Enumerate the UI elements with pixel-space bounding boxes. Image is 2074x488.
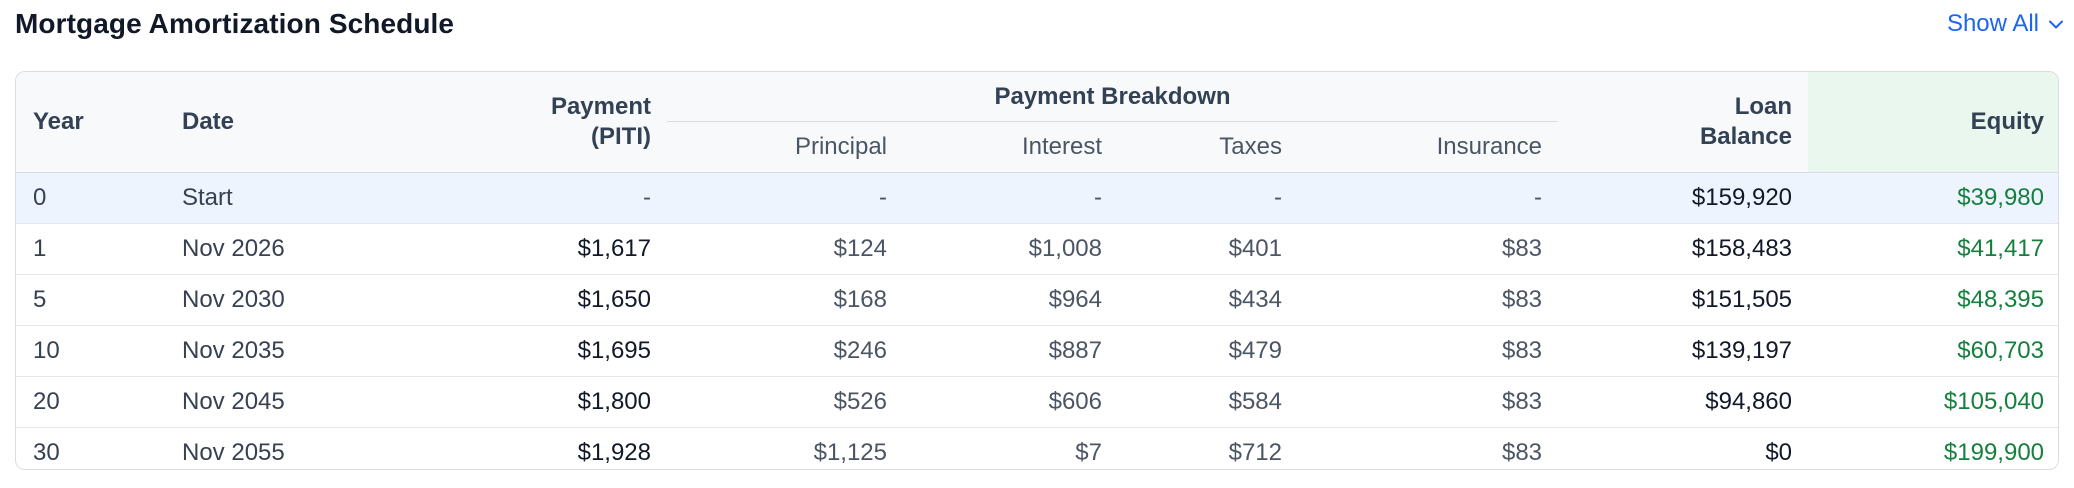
cell-taxes: $584 bbox=[1118, 376, 1298, 428]
col-header-payment-line1: Payment bbox=[550, 93, 651, 120]
cell-principal: $526 bbox=[667, 376, 903, 428]
table-row: 1 Nov 2026 $1,617 $124 $1,008 $401 $83 $… bbox=[16, 223, 2058, 275]
col-header-principal: Principal bbox=[667, 122, 903, 173]
page-title: Mortgage Amortization Schedule bbox=[15, 8, 455, 39]
cell-payment: $1,695 bbox=[382, 325, 667, 377]
cell-insurance: $83 bbox=[1298, 274, 1559, 326]
cell-year: 20 bbox=[16, 376, 182, 428]
table-row: 0 Start - - - - - $159,920 $39,980 bbox=[16, 172, 2058, 224]
cell-year: 10 bbox=[16, 325, 182, 377]
cell-interest: $7 bbox=[903, 427, 1118, 469]
cell-balance: $94,860 bbox=[1558, 376, 1809, 428]
col-header-date: Date bbox=[182, 72, 382, 173]
cell-principal: $168 bbox=[667, 274, 903, 326]
show-all-button[interactable]: Show All bbox=[1947, 10, 2063, 38]
cell-year: 0 bbox=[16, 172, 182, 224]
cell-principal: - bbox=[667, 172, 903, 224]
cell-date: Nov 2030 bbox=[182, 274, 382, 326]
cell-balance: $159,920 bbox=[1558, 172, 1809, 224]
cell-taxes: $434 bbox=[1118, 274, 1298, 326]
cell-insurance: $83 bbox=[1298, 376, 1559, 428]
cell-equity: $39,980 bbox=[1808, 172, 2058, 224]
cell-year: 1 bbox=[16, 223, 182, 275]
cell-principal: $246 bbox=[667, 325, 903, 377]
col-header-insurance: Insurance bbox=[1298, 122, 1559, 173]
cell-payment: $1,650 bbox=[382, 274, 667, 326]
cell-insurance: $83 bbox=[1298, 223, 1559, 275]
cell-equity: $105,040 bbox=[1808, 376, 2058, 428]
cell-balance: $139,197 bbox=[1558, 325, 1809, 377]
cell-date: Nov 2045 bbox=[182, 376, 382, 428]
show-all-label: Show All bbox=[1946, 10, 2039, 37]
cell-balance: $151,505 bbox=[1558, 274, 1809, 326]
cell-interest: $606 bbox=[903, 376, 1118, 428]
cell-year: 30 bbox=[16, 427, 182, 469]
col-header-loan-balance: Loan Balance bbox=[1558, 72, 1809, 173]
col-header-payment: Payment (PITI) bbox=[382, 72, 667, 173]
cell-taxes: - bbox=[1118, 172, 1298, 224]
cell-interest: $1,008 bbox=[903, 223, 1118, 275]
cell-insurance: $83 bbox=[1298, 427, 1559, 469]
table-row: 5 Nov 2030 $1,650 $168 $964 $434 $83 $15… bbox=[16, 274, 2058, 326]
col-header-balance-line2: Balance bbox=[1699, 123, 1793, 150]
col-header-balance-line1: Loan bbox=[1734, 93, 1793, 120]
col-header-year: Year bbox=[16, 72, 182, 173]
cell-equity: $41,417 bbox=[1808, 223, 2058, 275]
cell-year: 5 bbox=[16, 274, 182, 326]
cell-insurance: - bbox=[1298, 172, 1559, 224]
cell-payment: $1,617 bbox=[382, 223, 667, 275]
amortization-table: Year Date Payment (PITI) Payment Breakdo… bbox=[16, 72, 2058, 469]
cell-payment: $1,800 bbox=[382, 376, 667, 428]
cell-equity: $199,900 bbox=[1808, 427, 2058, 469]
cell-taxes: $712 bbox=[1118, 427, 1298, 469]
schedule-table-card: Year Date Payment (PITI) Payment Breakdo… bbox=[15, 71, 2059, 470]
cell-interest: - bbox=[903, 172, 1118, 224]
cell-date: Nov 2035 bbox=[182, 325, 382, 377]
col-header-payment-breakdown: Payment Breakdown bbox=[667, 72, 1559, 122]
col-header-interest: Interest bbox=[903, 122, 1118, 173]
cell-date: Nov 2026 bbox=[182, 223, 382, 275]
cell-equity: $60,703 bbox=[1808, 325, 2058, 377]
cell-payment: - bbox=[382, 172, 667, 224]
cell-insurance: $83 bbox=[1298, 325, 1559, 377]
cell-date: Nov 2055 bbox=[182, 427, 382, 469]
col-header-taxes: Taxes bbox=[1118, 122, 1298, 173]
cell-taxes: $479 bbox=[1118, 325, 1298, 377]
cell-balance: $0 bbox=[1558, 427, 1809, 469]
payment-breakdown-label: Payment Breakdown bbox=[667, 83, 1559, 122]
table-row: 10 Nov 2035 $1,695 $246 $887 $479 $83 $1… bbox=[16, 325, 2058, 377]
cell-principal: $1,125 bbox=[667, 427, 903, 469]
col-header-payment-line2: (PITI) bbox=[591, 123, 651, 150]
cell-equity: $48,395 bbox=[1808, 274, 2058, 326]
col-header-equity: Equity bbox=[1808, 72, 2058, 173]
cell-principal: $124 bbox=[667, 223, 903, 275]
cell-date: Start bbox=[182, 172, 382, 224]
table-row: 20 Nov 2045 $1,800 $526 $606 $584 $83 $9… bbox=[16, 376, 2058, 428]
cell-interest: $964 bbox=[903, 274, 1118, 326]
cell-balance: $158,483 bbox=[1558, 223, 1809, 275]
cell-interest: $887 bbox=[903, 325, 1118, 377]
table-row: 30 Nov 2055 $1,928 $1,125 $7 $712 $83 $0… bbox=[16, 427, 2058, 469]
chevron-down-icon bbox=[2049, 20, 2063, 29]
cell-taxes: $401 bbox=[1118, 223, 1298, 275]
cell-payment: $1,928 bbox=[382, 427, 667, 469]
